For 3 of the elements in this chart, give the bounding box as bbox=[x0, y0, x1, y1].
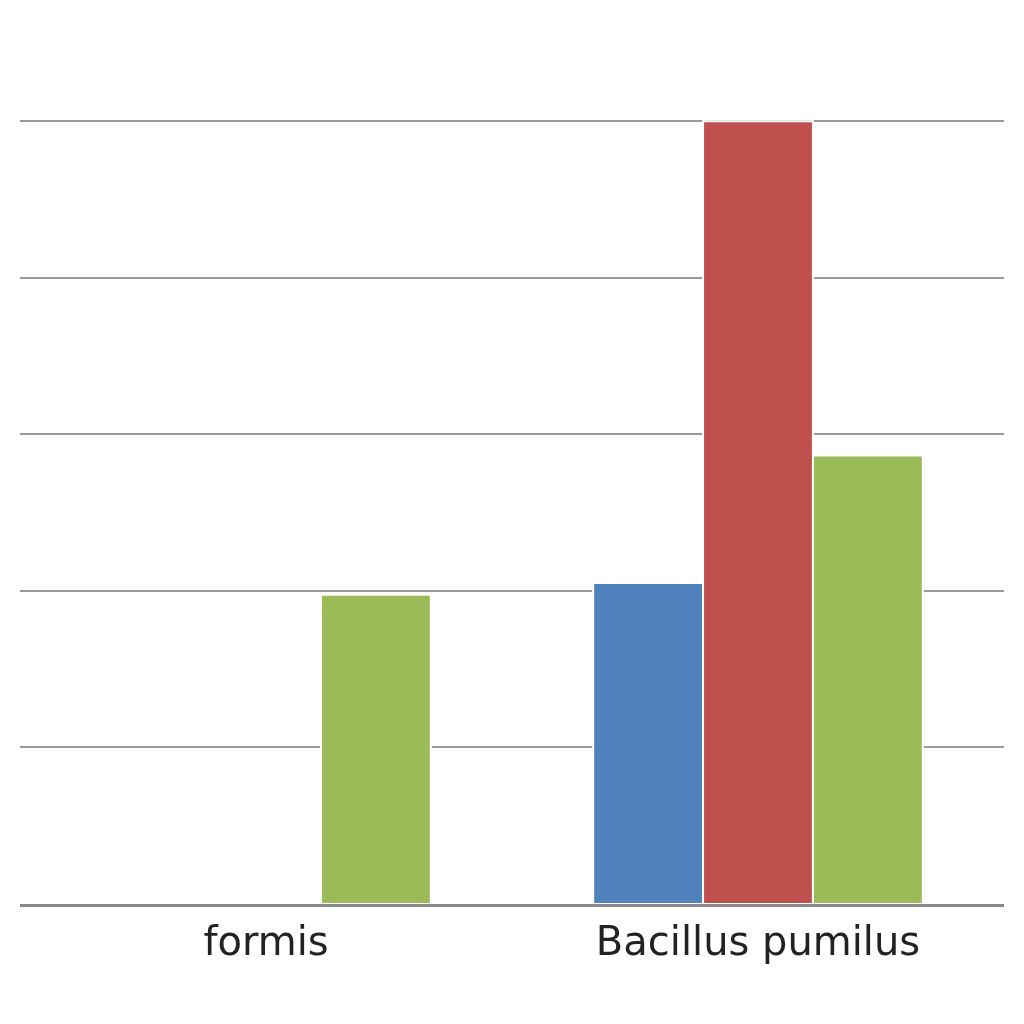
x-tick-label: Bacillus pumilus bbox=[595, 918, 921, 964]
x-tick-label: formis bbox=[203, 918, 329, 964]
bar bbox=[319, 593, 432, 904]
